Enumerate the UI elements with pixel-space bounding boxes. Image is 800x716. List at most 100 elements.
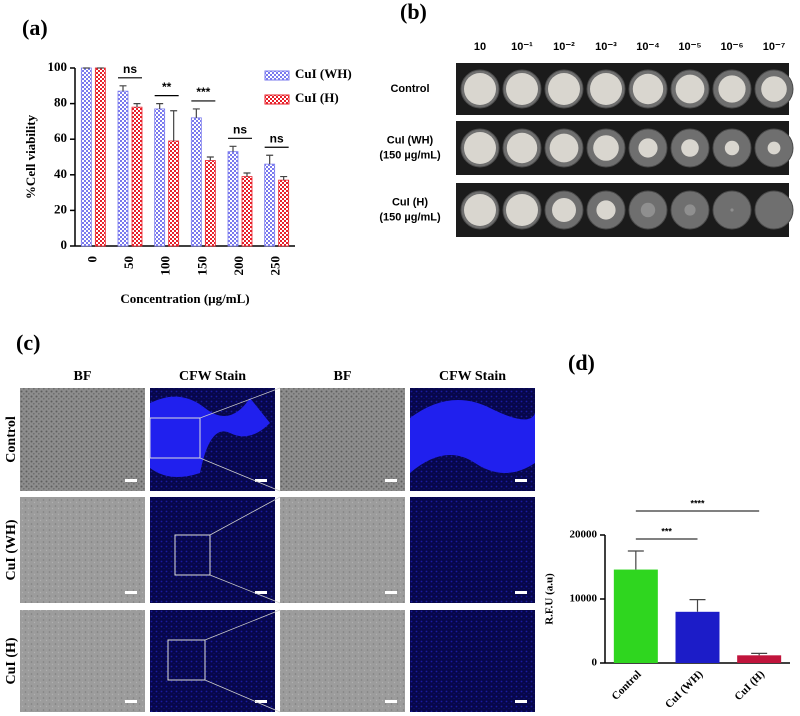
colony	[506, 73, 538, 105]
bar	[675, 611, 720, 663]
x-axis-label: Concentration (µg/mL)	[120, 291, 249, 306]
error-bar	[229, 145, 237, 152]
bar	[154, 108, 166, 247]
bf-image	[20, 610, 145, 712]
colony	[548, 73, 580, 105]
bar	[613, 569, 658, 663]
bar	[737, 655, 782, 663]
error-bar	[170, 110, 178, 141]
scale-bar	[255, 591, 267, 594]
colony	[684, 204, 696, 216]
bar	[264, 163, 276, 247]
plate-panel: 10 10⁻¹ 10⁻² 10⁻³ 10⁻⁴ 10⁻⁵ 10⁻⁶ 10⁻⁷ Control CuI…	[379, 41, 794, 237]
error-bar	[206, 156, 214, 161]
bf-image	[280, 388, 405, 491]
colony	[464, 194, 496, 226]
zoom-line	[199, 387, 281, 492]
x-tick-label: CuI (WH)	[663, 668, 706, 711]
error-bar	[689, 599, 706, 612]
bar	[241, 176, 253, 247]
bar	[204, 160, 216, 247]
column-label: BF	[334, 369, 352, 384]
error-bar	[156, 103, 164, 109]
scale-bar	[515, 591, 527, 594]
error-bar	[243, 172, 251, 177]
significance-label: ***	[661, 526, 672, 536]
dilution-label: 10⁻¹	[511, 41, 533, 53]
bar	[168, 140, 180, 247]
column-label: CFW Stain	[179, 369, 246, 384]
x-tick-label: CuI (H)	[732, 668, 767, 703]
x-tick-label: 100	[158, 256, 173, 276]
scale-bar	[515, 479, 527, 482]
colony	[506, 194, 538, 226]
colony	[767, 141, 781, 155]
row-label: Control	[390, 83, 429, 95]
stain-blob	[150, 396, 270, 477]
error-bar	[751, 652, 768, 656]
bar	[278, 179, 290, 247]
significance-label: ns	[123, 62, 137, 76]
bar	[190, 117, 202, 247]
colony	[730, 208, 734, 212]
significance-label: ns	[233, 122, 247, 136]
dilution-label: 10⁻⁷	[763, 41, 786, 53]
colony	[596, 200, 616, 220]
x-tick-label: 250	[268, 256, 283, 276]
bar	[227, 151, 239, 247]
row-label: CuI (WH)	[4, 519, 19, 580]
dilution-label: 10	[474, 41, 486, 53]
y-axis-label: R.F.U (a.u)	[544, 573, 556, 625]
y-tick-label: 60	[54, 130, 67, 145]
panel-label: (c)	[16, 330, 40, 355]
zoom-line	[204, 609, 281, 713]
y-axis-label: %Cell viability	[23, 114, 38, 199]
scale-bar	[125, 700, 137, 703]
colony	[506, 132, 538, 164]
row-label: (150 µg/mL)	[379, 211, 441, 223]
significance-label: ****	[690, 498, 705, 508]
colony	[675, 74, 705, 104]
y-tick-label: 80	[54, 95, 67, 110]
colony	[724, 140, 740, 156]
error-bar	[133, 103, 141, 108]
dilution-label: 10⁻⁴	[636, 41, 659, 53]
bf-image	[20, 388, 145, 491]
x-tick-label: Control	[609, 668, 643, 702]
row-label: (150 µg/mL)	[379, 149, 441, 161]
legend-label: CuI (WH)	[295, 66, 352, 81]
error-bar	[627, 550, 644, 570]
colony	[549, 133, 579, 163]
error-bar	[192, 108, 200, 118]
bf-image	[20, 497, 145, 603]
dilution-label: 10⁻²	[553, 41, 575, 53]
bf-image	[280, 497, 405, 603]
column-label: BF	[74, 369, 92, 384]
inset-box	[174, 534, 211, 576]
scale-bar	[515, 700, 527, 703]
scale-bar	[255, 479, 267, 482]
y-tick-label: 0	[592, 657, 598, 669]
error-bar	[119, 85, 127, 92]
bar	[80, 67, 92, 247]
legend-label: CuI (H)	[295, 90, 339, 105]
y-tick-label: 20000	[570, 529, 598, 541]
row-label: Control	[4, 416, 19, 463]
x-tick-label: 50	[121, 256, 136, 269]
bar	[94, 67, 106, 247]
y-tick-label: 40	[54, 166, 67, 181]
zoom-line	[209, 496, 281, 604]
inset-box	[167, 639, 206, 681]
cfw-image	[410, 497, 535, 603]
error-bar	[280, 175, 288, 181]
scale-bar	[385, 591, 397, 594]
y-tick-label: 0	[61, 237, 68, 252]
bf-image	[280, 610, 405, 712]
bar	[131, 106, 143, 247]
dilution-label: 10⁻³	[595, 41, 617, 53]
colony	[593, 135, 619, 161]
panel-label: (d)	[568, 350, 595, 375]
legend-swatch	[264, 70, 290, 81]
significance-label: **	[162, 80, 172, 94]
